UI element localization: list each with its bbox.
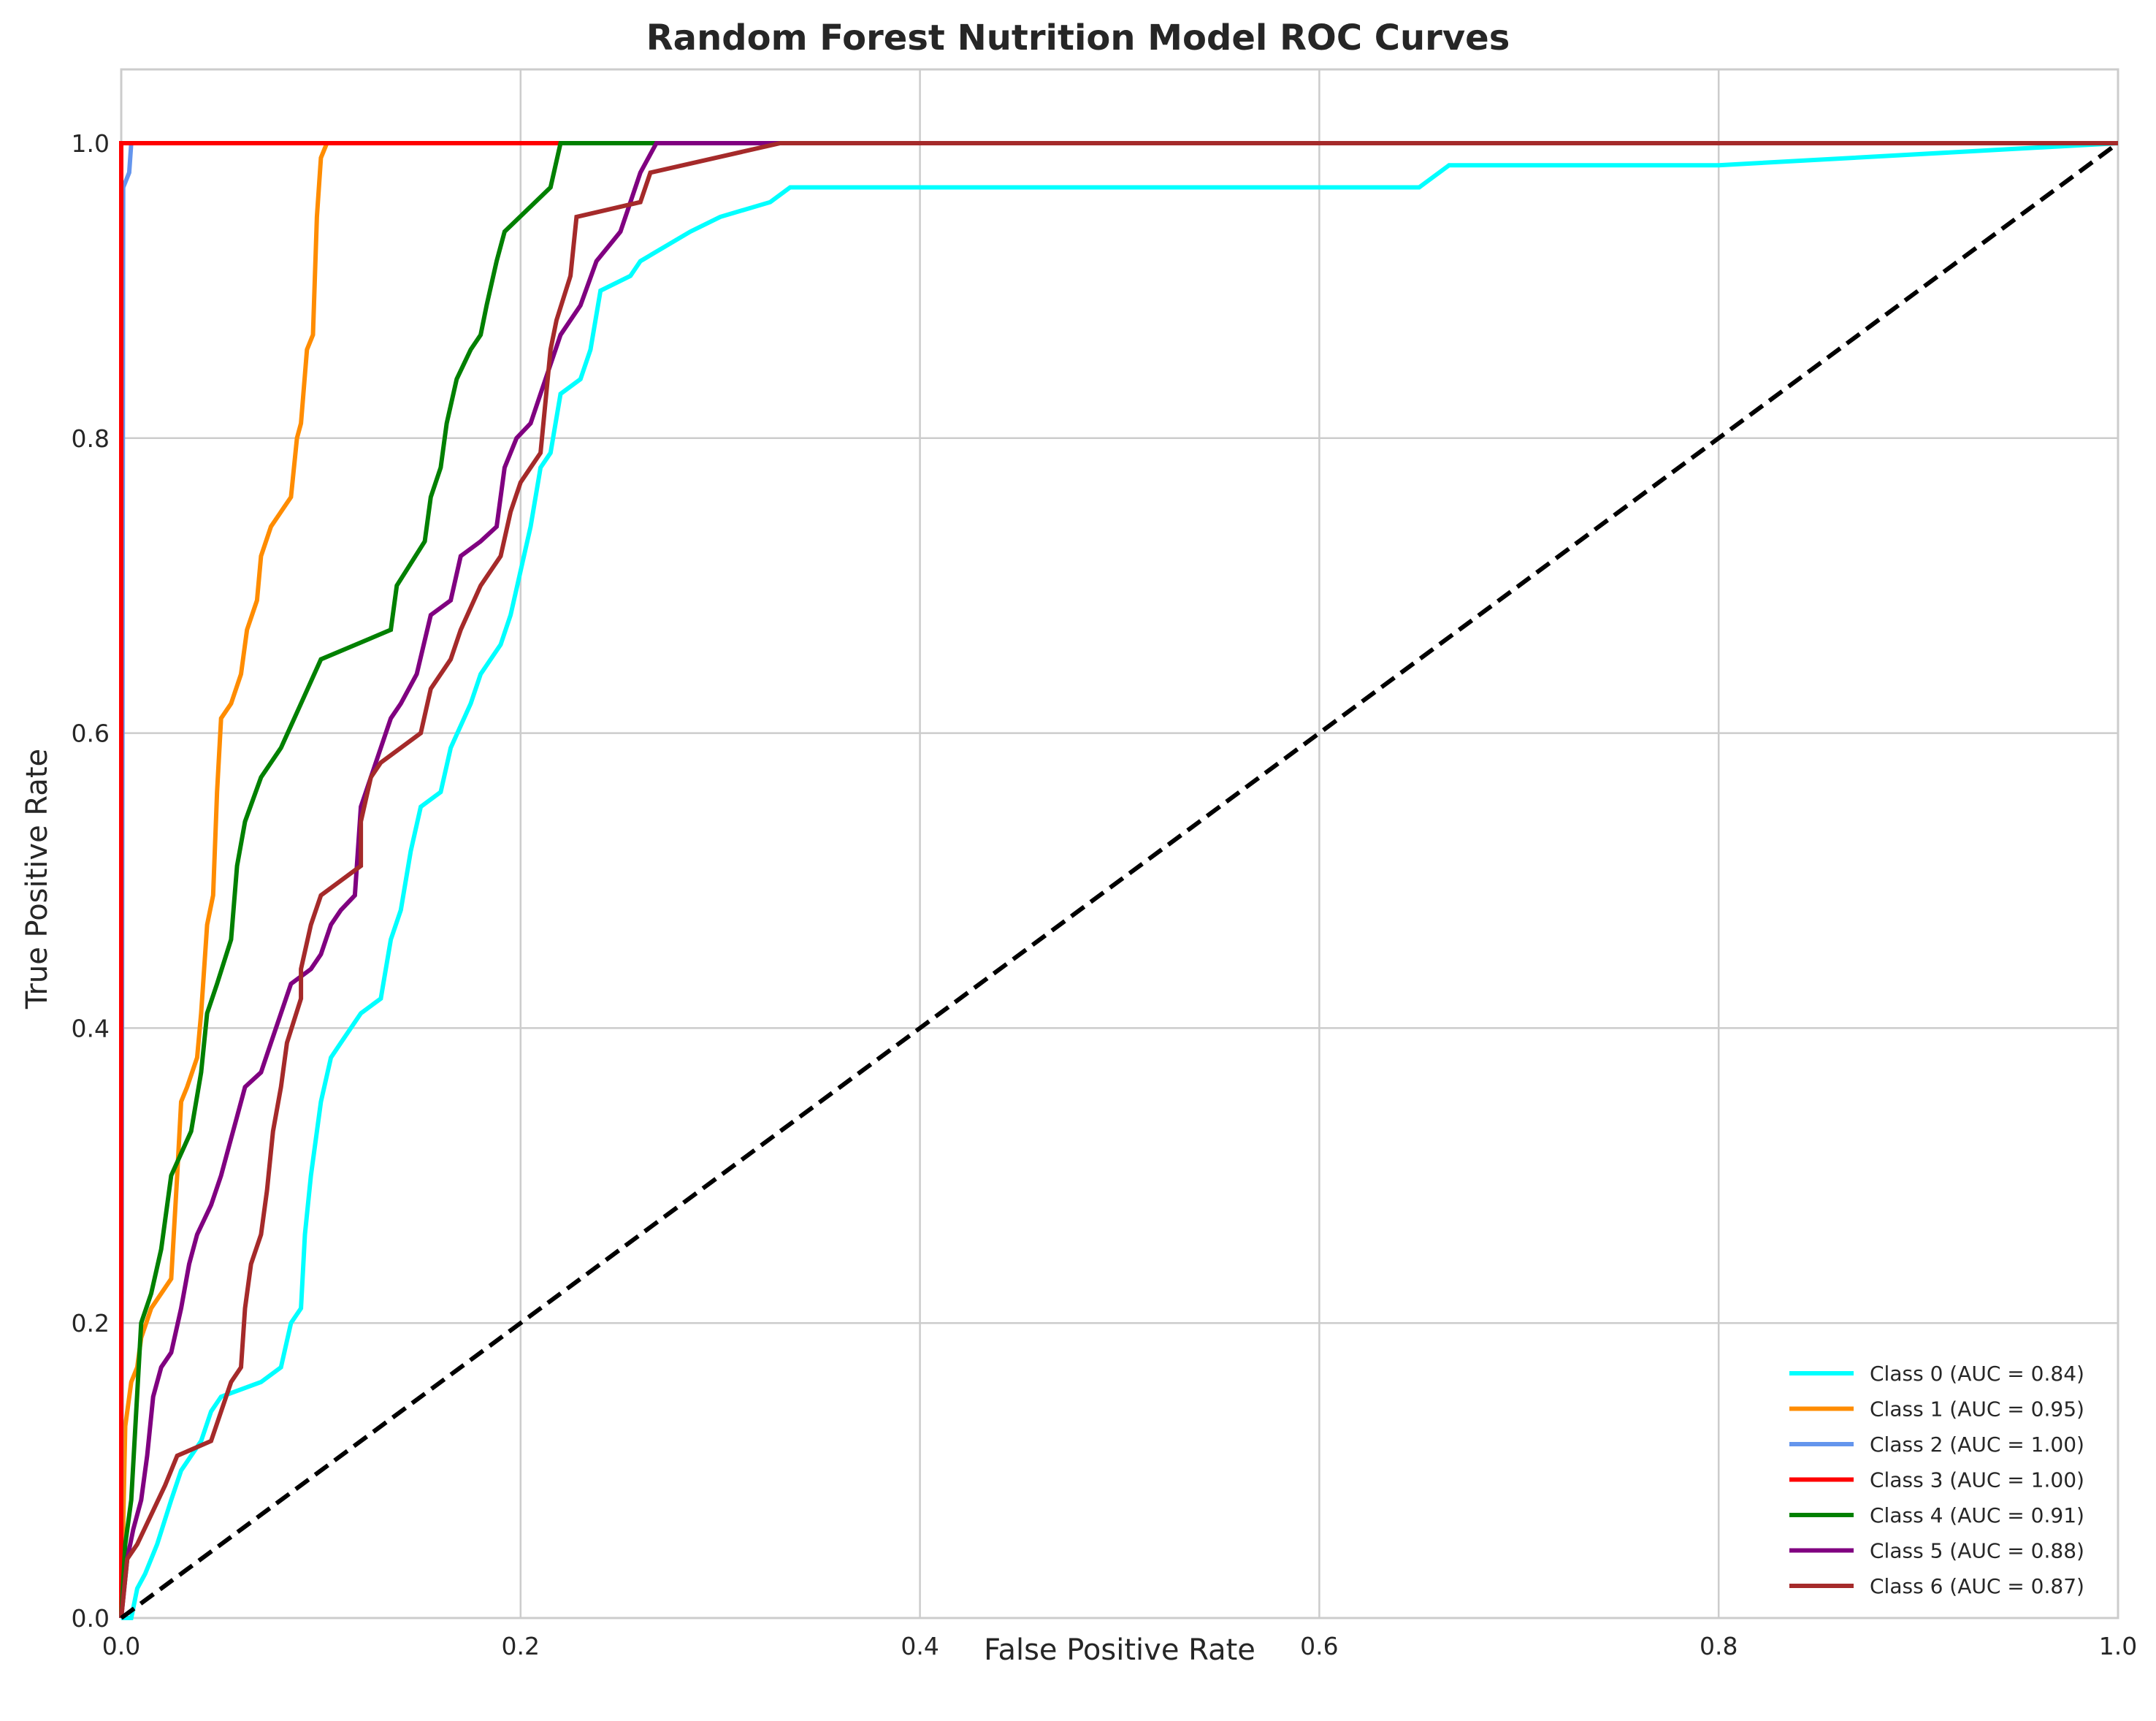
legend-label: Class 2 (AUC = 1.00) (1870, 1432, 2084, 1457)
x-axis-label: False Positive Rate (984, 1633, 1255, 1667)
roc-curve-class-0 (121, 141, 2119, 1620)
x-tick-label: 0.8 (1700, 1632, 1738, 1660)
y-axis-label: True Positive Rate (20, 749, 54, 1010)
legend-label: Class 6 (AUC = 0.87) (1870, 1574, 2084, 1598)
roc-curve-class-4 (119, 141, 2118, 1619)
legend-label: Class 3 (AUC = 1.00) (1870, 1468, 2084, 1492)
x-tick-label: 0.4 (901, 1632, 939, 1660)
x-tick-label: 0.0 (102, 1632, 140, 1660)
chart-title: Random Forest Nutrition Model ROC Curves (646, 18, 1510, 58)
legend-label: Class 1 (AUC = 0.95) (1870, 1397, 2084, 1422)
legend-label: Class 5 (AUC = 0.88) (1870, 1539, 2084, 1563)
plot-frame (120, 68, 2119, 1619)
y-tick-label: 0.6 (72, 720, 110, 748)
y-tick-label: 0.0 (72, 1604, 110, 1633)
x-tick-label: 0.2 (502, 1632, 540, 1660)
roc-curve-class-6 (119, 141, 2118, 1619)
x-tick-label: 1.0 (2099, 1632, 2137, 1660)
plot-area: 0.0 0.2 0.4 0.6 0.8 1.0 0.0 0.2 0.4 0.6 0.8 1.0 Clas… (72, 68, 2137, 1660)
legend-label: Class 4 (AUC = 0.91) (1870, 1503, 2084, 1527)
y-tick-label: 0.2 (72, 1309, 110, 1338)
y-tick-label: 1.0 (72, 129, 110, 158)
roc-curve-class-1 (119, 141, 2118, 1619)
legend-label: Class 0 (AUC = 0.84) (1870, 1362, 2084, 1386)
y-tick-label: 0.8 (72, 424, 110, 453)
chance-diagonal-line (120, 141, 2119, 1620)
y-tick-label: 0.4 (72, 1014, 110, 1042)
x-tick-label: 0.6 (1300, 1632, 1338, 1660)
